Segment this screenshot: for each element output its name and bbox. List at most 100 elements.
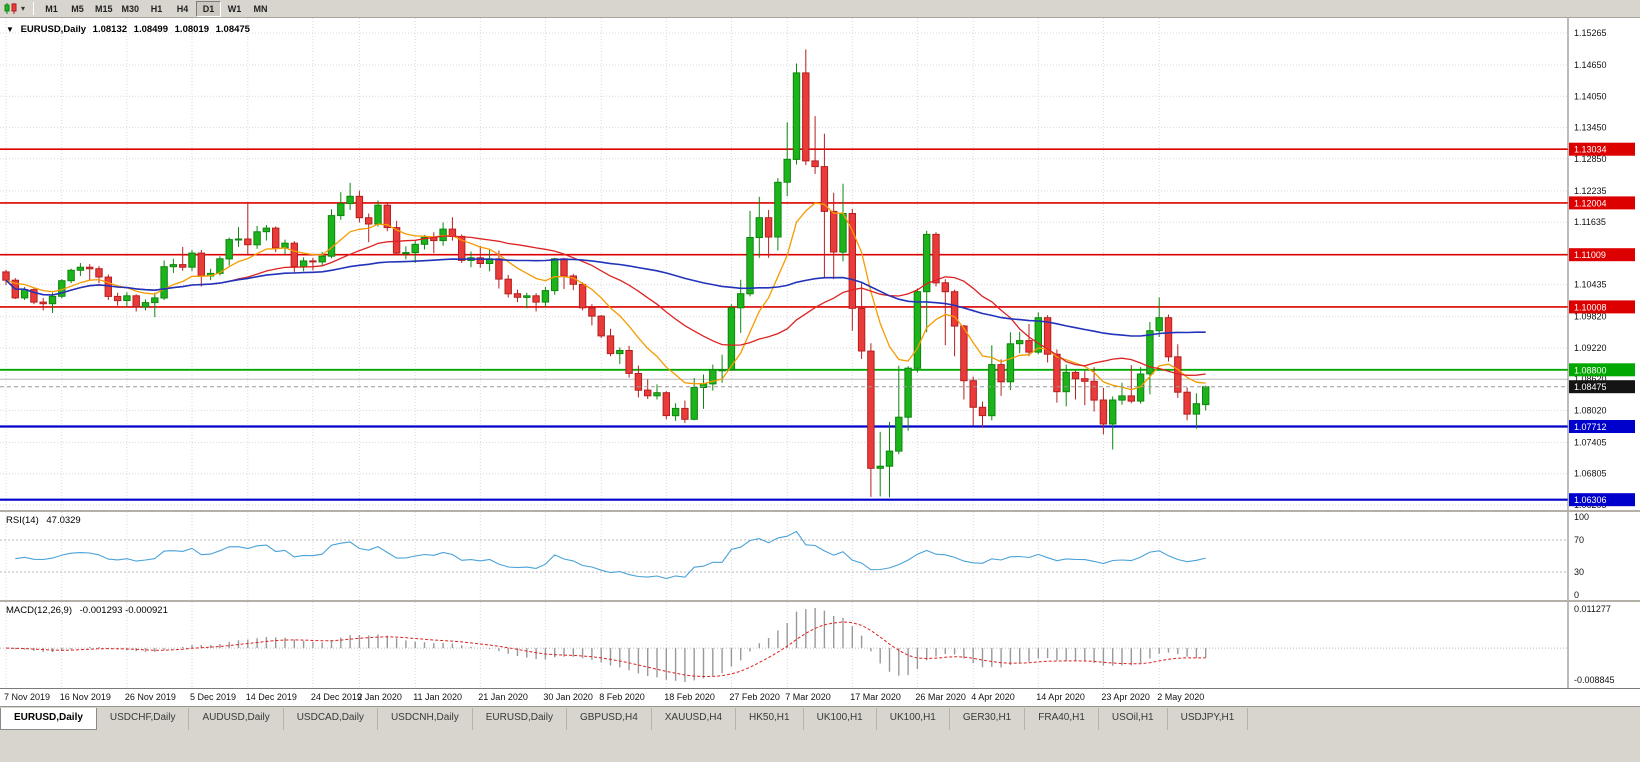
timeframe-button-D1[interactable]: D1 — [196, 0, 222, 17]
price-level-badge — [1569, 142, 1635, 156]
chart-tab-3[interactable]: USDCAD,Daily — [284, 708, 378, 730]
timeframe-button-M30[interactable]: M30 — [118, 1, 144, 17]
current-price-badge — [1569, 380, 1635, 394]
chart-style-button[interactable] — [3, 2, 19, 15]
chart-tab-14[interactable]: USDJPY,H1 — [1168, 708, 1249, 730]
price-level-badge — [1569, 248, 1635, 262]
price-level-badge — [1569, 363, 1635, 377]
price-axis-label: 1.14050 — [1574, 91, 1607, 101]
macd-axis-bottom-label: -0.008845 — [1574, 675, 1615, 685]
time-label: 2 May 2020 — [1157, 692, 1205, 702]
current-price-badge-label: 1.08475 — [1574, 382, 1607, 392]
rsi-axis-label: 70 — [1574, 535, 1584, 545]
chart-tab-4[interactable]: USDCNH,Daily — [378, 708, 473, 730]
panel-splitter[interactable] — [0, 600, 1640, 602]
rsi-readout: RSI(14) 47.0329 — [6, 515, 86, 526]
time-label: 21 Jan 2020 — [478, 692, 528, 702]
chart-style-dropdown-icon[interactable]: ▾ — [21, 3, 26, 13]
main-price-chart[interactable]: 1.15265 1.14650 1.14050 1.13450 1.12850 1.122… — [0, 18, 1640, 510]
price-level-badge-label: 1.11009 — [1574, 250, 1606, 260]
rsi-value: 47.0329 — [46, 515, 81, 526]
chart-tab-bar: EURUSD,Daily USDCHF,Daily AUDUSD,Daily USDC… — [0, 706, 1640, 730]
timeframe-button-MN[interactable]: MN — [248, 1, 273, 17]
ma-fast-line — [5, 202, 1206, 391]
time-label: 30 Jan 2020 — [543, 692, 593, 702]
macd-value: -0.001293 -0.000921 — [79, 605, 168, 616]
rsi-axis-label: 30 — [1574, 567, 1584, 577]
macd-axis[interactable]: 0.011277 -0.008845 — [1574, 604, 1615, 685]
time-label: 14 Apr 2020 — [1036, 692, 1085, 702]
price-level-badge-label: 1.10008 — [1574, 302, 1607, 312]
candlestick-chart-icon — [4, 3, 17, 14]
chart-tab-11[interactable]: GER30,H1 — [950, 708, 1026, 730]
timeframe-toolbar: M1 M5 M15 M30 H1 H4 D1 W1 MN — [39, 0, 273, 17]
symbol-marker-icon[interactable]: ▼ — [6, 25, 14, 34]
macd-histogram — [14, 608, 1207, 682]
time-label: 14 Dec 2019 — [245, 692, 297, 702]
time-label: 7 Mar 2020 — [785, 692, 831, 702]
price-level-badge-label: 1.12004 — [1574, 198, 1607, 208]
panel-splitter[interactable] — [0, 510, 1640, 512]
macd-grid — [0, 602, 1568, 688]
price-level-badge-label: 1.06306 — [1574, 495, 1607, 505]
price-axis[interactable]: 1.15265 1.14650 1.14050 1.13450 1.12850 1.122… — [1569, 28, 1635, 510]
chart-tab-9[interactable]: UK100,H1 — [804, 708, 877, 730]
price-axis-label: 1.06805 — [1574, 469, 1607, 479]
time-label: 17 Mar 2020 — [850, 692, 901, 702]
chart-tab-12[interactable]: FRA40,H1 — [1025, 708, 1099, 730]
price-axis-label: 1.12850 — [1574, 154, 1607, 164]
price-axis-label: 1.12235 — [1574, 186, 1607, 196]
chart-tab-10[interactable]: UK100,H1 — [877, 708, 950, 730]
time-label: 26 Mar 2020 — [915, 692, 966, 702]
rsi-axis[interactable]: 100 70 30 0 — [1574, 512, 1589, 600]
horizontal-level-lines — [0, 148, 1568, 501]
macd-indicator-panel[interactable]: 0.011277 -0.008845 — [0, 602, 1640, 688]
price-axis-label: 1.07405 — [1574, 438, 1607, 448]
toolbar-separator — [33, 2, 35, 15]
timeframe-button-H4[interactable]: H4 — [170, 1, 195, 17]
price-axis-label: 1.14650 — [1574, 60, 1607, 70]
time-label: 26 Nov 2019 — [124, 692, 176, 702]
top-toolbar: ▾ M1 M5 M15 M30 H1 H4 D1 W1 MN — [0, 0, 1640, 18]
time-label: 16 Nov 2019 — [59, 692, 111, 702]
chart-tab-7[interactable]: XAUUSD,H4 — [652, 708, 737, 730]
time-label: 2 Jan 2020 — [357, 692, 402, 702]
price-axis-label: 1.15265 — [1574, 28, 1607, 38]
time-label: 7 Nov 2019 — [4, 692, 51, 702]
macd-axis-top-label: 0.011277 — [1574, 604, 1611, 614]
chart-tab-5[interactable]: EURUSD,Daily — [473, 708, 567, 730]
macd-readout: MACD(12,26,9) -0.001293 -0.000921 — [6, 605, 173, 616]
price-axis-label: 1.09220 — [1574, 343, 1607, 353]
chart-tab-8[interactable]: HK50,H1 — [736, 708, 804, 730]
rsi-axis-label: 0 — [1574, 590, 1579, 600]
price-level-badge-label: 1.07712 — [1574, 422, 1607, 432]
price-axis-label: 1.09820 — [1574, 312, 1607, 322]
chart-tab-6[interactable]: GBPUSD,H4 — [567, 708, 652, 730]
price-level-badge — [1569, 420, 1635, 433]
status-bar — [0, 730, 1640, 762]
chart-ohlc-readout: ▼ EURUSD,Daily 1.08132 1.08499 1.08019 1… — [6, 24, 254, 35]
ohlc-close: 1.08475 — [215, 24, 250, 35]
timeframe-button-H1[interactable]: H1 — [144, 1, 169, 17]
timeframe-button-M15[interactable]: M15 — [91, 1, 117, 17]
chart-tab-13[interactable]: USOil,H1 — [1099, 708, 1168, 730]
price-level-badge — [1569, 300, 1635, 314]
rsi-indicator-panel[interactable]: 100 70 30 0 — [0, 512, 1640, 600]
price-level-badge — [1569, 196, 1635, 210]
chart-tab-1[interactable]: USDCHF,Daily — [97, 708, 190, 730]
chart-tab-0[interactable]: EURUSD,Daily — [0, 708, 97, 730]
timeframe-button-M5[interactable]: M5 — [65, 1, 90, 17]
time-label: 18 Feb 2020 — [664, 692, 715, 702]
price-axis-label: 1.11635 — [1574, 217, 1606, 227]
ohlc-high: 1.08499 — [133, 24, 168, 35]
price-level-badge-label: 1.08800 — [1574, 365, 1607, 375]
price-axis-label: 1.13450 — [1574, 123, 1607, 133]
timeframe-button-W1[interactable]: W1 — [222, 1, 247, 17]
chart-tab-2[interactable]: AUDUSD,Daily — [189, 708, 284, 730]
time-label: 5 Dec 2019 — [190, 692, 237, 702]
price-axis-label: 1.10435 — [1574, 280, 1607, 290]
timeframe-button-M1[interactable]: M1 — [39, 1, 64, 17]
price-level-badge-label: 1.13034 — [1574, 145, 1607, 155]
time-axis[interactable]: 7 Nov 2019 16 Nov 2019 26 Nov 2019 5 Dec 20… — [0, 688, 1640, 706]
